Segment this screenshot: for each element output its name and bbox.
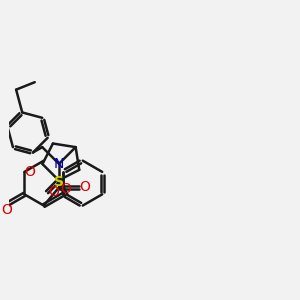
Text: O: O	[48, 185, 59, 199]
Text: S: S	[54, 175, 64, 189]
Text: O: O	[79, 180, 90, 194]
Text: O: O	[61, 182, 72, 196]
Text: O: O	[24, 165, 35, 179]
Text: N: N	[54, 157, 64, 171]
Text: O: O	[2, 202, 12, 217]
